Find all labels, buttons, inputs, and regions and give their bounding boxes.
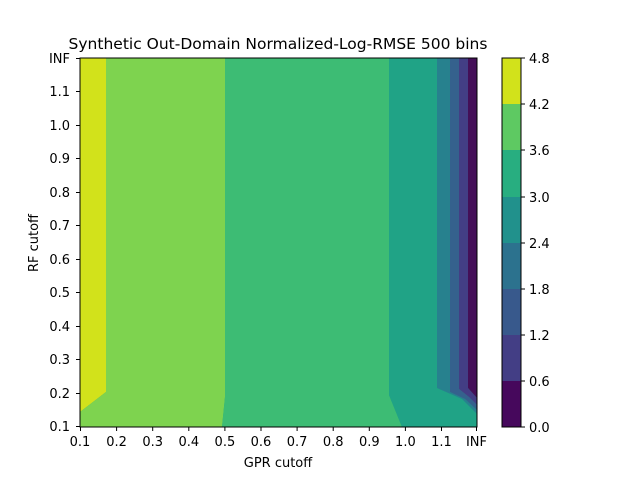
y-axis: 0.1 0.2 0.3 0.4 0.5 0.6 0.7 0.8 0.9 1.0 … — [27, 52, 80, 435]
x-tick-label: 0.9 — [359, 435, 380, 450]
colorbar-swatch-7 — [502, 58, 521, 104]
colorbar: 0.0 0.6 1.2 1.8 2.4 3.0 3.6 4.2 4.8 — [501, 52, 550, 436]
colorbar-swatch-5 — [502, 150, 521, 197]
colorbar-tick-label: 4.8 — [529, 52, 550, 67]
x-tick-label: 0.8 — [323, 435, 344, 450]
y-tick-label: 1.0 — [49, 119, 70, 134]
x-tick-label: 0.7 — [287, 435, 308, 450]
y-tick-label: 1.1 — [49, 85, 70, 100]
colorbar-tick-label: 0.6 — [529, 375, 550, 390]
x-tick-label: 0.4 — [178, 435, 199, 450]
colorbar-tick-label: 1.2 — [529, 329, 550, 344]
contour-region-2.4-3.0 — [389, 58, 477, 427]
x-tick-label: 0.5 — [215, 435, 236, 450]
y-tick-label: 0.1 — [49, 420, 70, 435]
y-tick-label: 0.9 — [49, 152, 70, 167]
colorbar-tick-label: 0.0 — [529, 421, 550, 436]
colorbar-swatch-4 — [502, 197, 521, 243]
colorbar-tick-label: 3.0 — [529, 191, 550, 206]
y-tick-label: INF — [49, 52, 70, 67]
colorbar-swatch-1 — [502, 335, 521, 381]
colorbar-swatch-0 — [502, 381, 521, 427]
colorbar-tick-label: 4.2 — [529, 98, 550, 113]
x-tick-label: INF — [466, 435, 487, 450]
colorbar-tick-label: 3.6 — [529, 144, 550, 159]
y-tick-label: 0.2 — [49, 387, 70, 402]
y-tick-label: 0.8 — [49, 186, 70, 201]
contour-region-1.2-1.8 — [450, 58, 477, 410]
plot-area — [79, 57, 478, 428]
x-tick-label: 0.6 — [251, 435, 272, 450]
contour-region-0.0-0.6 — [468, 58, 477, 398]
contour-region-4.2-4.8 — [80, 58, 106, 412]
y-tick-label: 0.3 — [49, 353, 70, 368]
x-tick-label: 0.1 — [70, 435, 91, 450]
colorbar-tick-label: 2.4 — [529, 237, 550, 252]
x-axis-label: GPR cutoff — [244, 456, 314, 471]
colorbar-tick-label: 1.8 — [529, 283, 550, 298]
y-tick-label: 0.6 — [49, 253, 70, 268]
x-tick-label: 0.3 — [142, 435, 163, 450]
y-tick-label: 0.5 — [49, 286, 70, 301]
y-tick-label: 0.7 — [49, 219, 70, 234]
y-tick-label: 0.4 — [49, 320, 70, 335]
x-tick-label: 1.1 — [431, 435, 452, 450]
colorbar-swatch-3 — [502, 243, 521, 289]
y-axis-label: RF cutoff — [27, 213, 42, 272]
x-tick-label: 1.0 — [395, 435, 416, 450]
x-axis: 0.1 0.2 0.3 0.4 0.5 0.6 0.7 0.8 0.9 1.0 … — [70, 427, 487, 471]
contour-region-3.0-3.6 — [222, 58, 402, 427]
chart-title: Synthetic Out-Domain Normalized-Log-RMSE… — [69, 35, 488, 53]
plot-frame — [79, 57, 478, 428]
contour-region-1.8-2.4 — [437, 58, 477, 414]
x-tick-label: 0.2 — [106, 435, 127, 450]
contour-region-3.6-4.2 — [80, 58, 225, 427]
colorbar-swatch-2 — [502, 289, 521, 335]
colorbar-swatch-6 — [502, 104, 521, 150]
